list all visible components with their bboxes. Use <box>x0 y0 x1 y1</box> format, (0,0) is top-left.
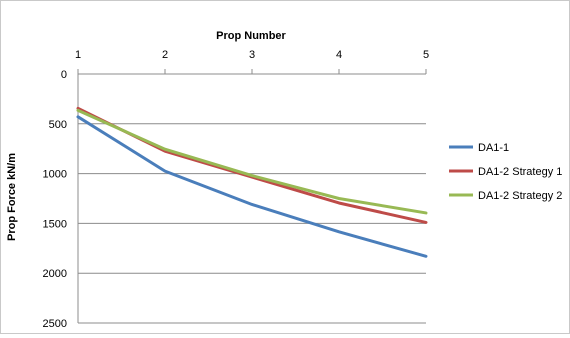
x-tick-label: 1 <box>75 49 81 61</box>
series-lines <box>76 106 428 258</box>
y-tick-label: 1500 <box>43 218 67 230</box>
x-tick-labels: 1 2 3 4 5 <box>75 49 429 61</box>
series-line <box>76 108 428 215</box>
x-tick-label: 3 <box>249 49 255 61</box>
legend-label: DA1-2 Strategy 2 <box>478 190 562 202</box>
x-axis-title: Prop Number <box>216 30 286 42</box>
line-chart: 1 2 3 4 5 0 500 1000 1500 2000 2500 DA1-1 DA1-2 St… <box>6 30 562 330</box>
legend: DA1-1 DA1-2 Strategy 1 DA1-2 Strategy 2 <box>449 142 562 202</box>
x-tick-label: 4 <box>336 49 342 61</box>
x-tick-label: 5 <box>423 49 429 61</box>
x-tick-label: 2 <box>162 49 168 61</box>
y-tick-label: 500 <box>49 119 67 131</box>
y-tick-label: 1000 <box>43 169 67 181</box>
gridlines <box>77 69 427 324</box>
y-tick-label: 2000 <box>43 268 67 280</box>
y-tick-label: 2500 <box>43 318 67 330</box>
y-axis-title: Prop Force kN/m <box>6 153 18 241</box>
series-line <box>76 115 428 258</box>
y-tick-labels: 0 500 1000 1500 2000 2500 <box>43 69 67 330</box>
legend-label: DA1-1 <box>478 142 509 154</box>
y-tick-label: 0 <box>61 69 67 81</box>
legend-label: DA1-2 Strategy 1 <box>478 166 562 178</box>
